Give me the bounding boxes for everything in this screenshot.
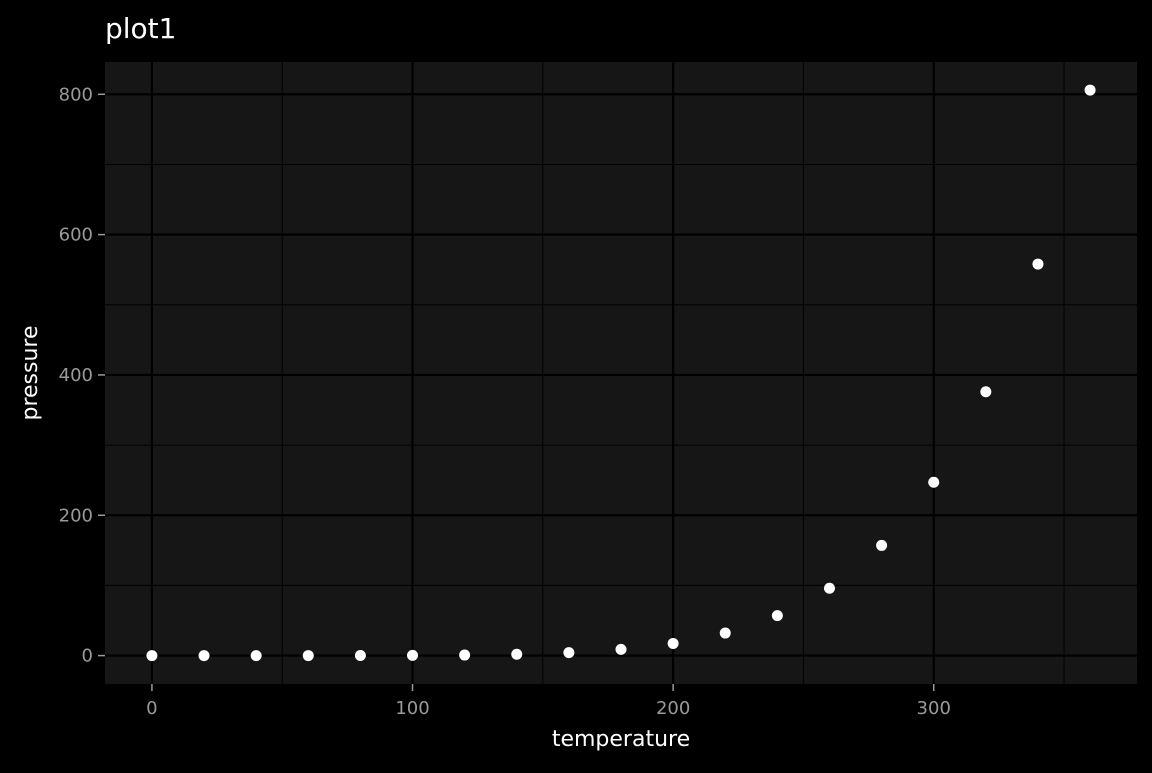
data-point	[771, 610, 783, 622]
x-tick-label: 100	[395, 698, 429, 719]
data-point	[146, 650, 158, 662]
data-point	[667, 637, 679, 649]
y-tick-label: 800	[59, 84, 93, 105]
x-tick-label: 0	[146, 698, 157, 719]
y-axis-ticks: 0 200 400 600 800	[59, 84, 105, 667]
data-point	[719, 627, 731, 639]
grid-minor	[105, 62, 1137, 684]
data-point	[928, 476, 940, 488]
data-point	[823, 582, 835, 594]
data-point	[563, 647, 575, 659]
y-tick-label: 600	[59, 225, 93, 246]
data-points	[146, 84, 1096, 662]
data-point	[354, 650, 366, 662]
x-axis-ticks: 0 100 200 300	[146, 684, 951, 719]
data-point	[1084, 84, 1096, 96]
y-axis-title: pressure	[18, 325, 43, 420]
x-axis-title: temperature	[552, 727, 690, 752]
x-tick-label: 300	[917, 698, 951, 719]
data-point	[198, 650, 210, 662]
x-tick-label: 200	[656, 698, 690, 719]
data-point	[980, 386, 992, 398]
y-tick-label: 200	[59, 505, 93, 526]
data-point	[250, 650, 262, 662]
plot-panel	[105, 62, 1137, 684]
data-point	[302, 650, 314, 662]
data-point	[615, 643, 627, 655]
y-tick-label: 400	[59, 365, 93, 386]
data-point	[511, 648, 523, 660]
data-point	[876, 539, 888, 551]
grid-major	[105, 62, 1137, 684]
data-point	[459, 649, 471, 661]
y-tick-label: 0	[82, 646, 93, 667]
data-point	[407, 649, 419, 661]
chart-title: plot1	[105, 12, 176, 45]
data-point	[1032, 258, 1044, 270]
